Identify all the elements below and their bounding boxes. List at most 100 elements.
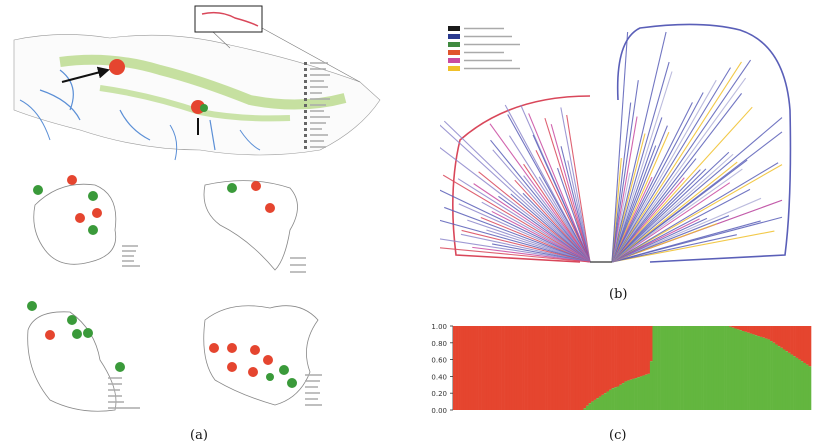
legend-swatch [448, 66, 460, 71]
tree-branch [478, 171, 591, 263]
y-tick-label: 0.60 [431, 357, 447, 365]
bar-segment-red [570, 326, 574, 410]
tree-branch [611, 80, 639, 263]
bar-segment-red [775, 326, 779, 345]
bar-segment-green [726, 326, 730, 410]
tree-branch [611, 182, 731, 263]
bar-segment-red [575, 326, 579, 410]
tree-branch [535, 150, 591, 263]
bar-segment-red [626, 326, 630, 381]
bar-segment-green [642, 375, 646, 410]
tree-branch [532, 134, 591, 263]
tree-branch [440, 238, 591, 263]
bar-segment-green [626, 380, 630, 410]
bar-segment-red [601, 326, 605, 395]
tree-branch [498, 195, 591, 263]
tree-branch [440, 247, 591, 263]
tree-branches [440, 31, 783, 263]
bar-segment-green [591, 401, 594, 410]
bar-segment-green [695, 326, 699, 410]
bar-segment-red [621, 326, 625, 384]
tree-branch [444, 206, 591, 263]
bar-segment-green [588, 403, 592, 410]
tree-branch [508, 135, 591, 263]
tree-branch [611, 153, 734, 263]
bar-segment-red [739, 326, 743, 331]
bar-segment-red [537, 326, 541, 410]
tree-branch [611, 117, 663, 263]
bar-segment-green [757, 336, 761, 410]
bar-segment-green [800, 361, 804, 410]
bar-segment-green [624, 381, 628, 410]
bar-segment-green [685, 326, 689, 410]
panel-a-maps [13, 5, 381, 412]
tree-branch [473, 183, 591, 263]
bar-segment-green [703, 326, 707, 410]
bar-segment-green [683, 326, 686, 410]
bar-segment-green [798, 359, 802, 410]
bar-segment-green [680, 326, 684, 410]
bar-segment-green [593, 399, 597, 410]
bar-segment-red [476, 326, 479, 410]
bar-segment-green [744, 331, 748, 410]
bar-segment-red [473, 326, 477, 410]
tree-branch [566, 114, 591, 263]
tree-branch [611, 161, 738, 263]
bar-segment-green [741, 331, 745, 410]
tree-branch [611, 79, 717, 263]
bar-segment-red [596, 326, 600, 399]
y-tick-label: 0.80 [431, 340, 447, 348]
bar-segment-green [777, 346, 781, 410]
tree-branch [611, 151, 730, 263]
tree-branch [560, 107, 591, 263]
y-tick-label: 0.40 [431, 373, 447, 381]
map-legend [304, 62, 330, 149]
bar-segment-red [511, 326, 515, 410]
bar-segment-green [734, 328, 738, 410]
bar-segment-red [460, 326, 464, 410]
bar-segment-red [782, 326, 786, 350]
tree-branch [611, 168, 743, 263]
bar-segment-red [585, 326, 589, 406]
bar-segment-green [662, 326, 666, 410]
tree-legend [448, 26, 520, 71]
tree-branch [556, 167, 591, 263]
submap-2 [203, 180, 306, 273]
bar-segment-green [603, 393, 607, 410]
bar-segment-green [629, 379, 633, 410]
submap-1 [33, 175, 140, 267]
bar-segment-red [588, 326, 592, 404]
caption-a: (a) [190, 428, 208, 443]
bar-segment-green [606, 391, 610, 410]
bar-segment-green [739, 330, 743, 410]
bar-segment-green [637, 377, 640, 410]
tree-branch [550, 124, 591, 263]
bar-segment-red [798, 326, 802, 360]
y-axis: 0.00 0.20 0.40 0.60 0.80 1.00 [431, 323, 454, 415]
bar-segment-green [688, 326, 692, 410]
tree-branch [611, 125, 668, 263]
tree-branch [467, 219, 591, 263]
bar-segment-red [488, 326, 492, 410]
bar-segment-red [759, 326, 763, 337]
y-tick-label: 0.20 [431, 390, 447, 398]
bar-segment-red [785, 326, 789, 352]
bar-segment-green [675, 326, 679, 410]
bar-segment-red [527, 326, 531, 410]
tree-branch [611, 220, 761, 263]
bar-segment-red [624, 326, 628, 382]
tree-branch [611, 234, 737, 263]
bar-segment-red [793, 326, 796, 357]
bar-segment-green [736, 329, 740, 410]
submap-3 [27, 301, 140, 412]
tree-branch [460, 233, 591, 263]
tree-branch [611, 102, 632, 263]
tree-branch [481, 201, 591, 263]
bar-segment-red [616, 326, 620, 387]
bar-segment-red [734, 326, 738, 329]
tree-branch [611, 116, 638, 263]
bar-segment-red [644, 326, 648, 375]
bar-segment-green [749, 333, 753, 410]
tree-branch [458, 203, 591, 263]
bar-segment-green [754, 335, 758, 410]
